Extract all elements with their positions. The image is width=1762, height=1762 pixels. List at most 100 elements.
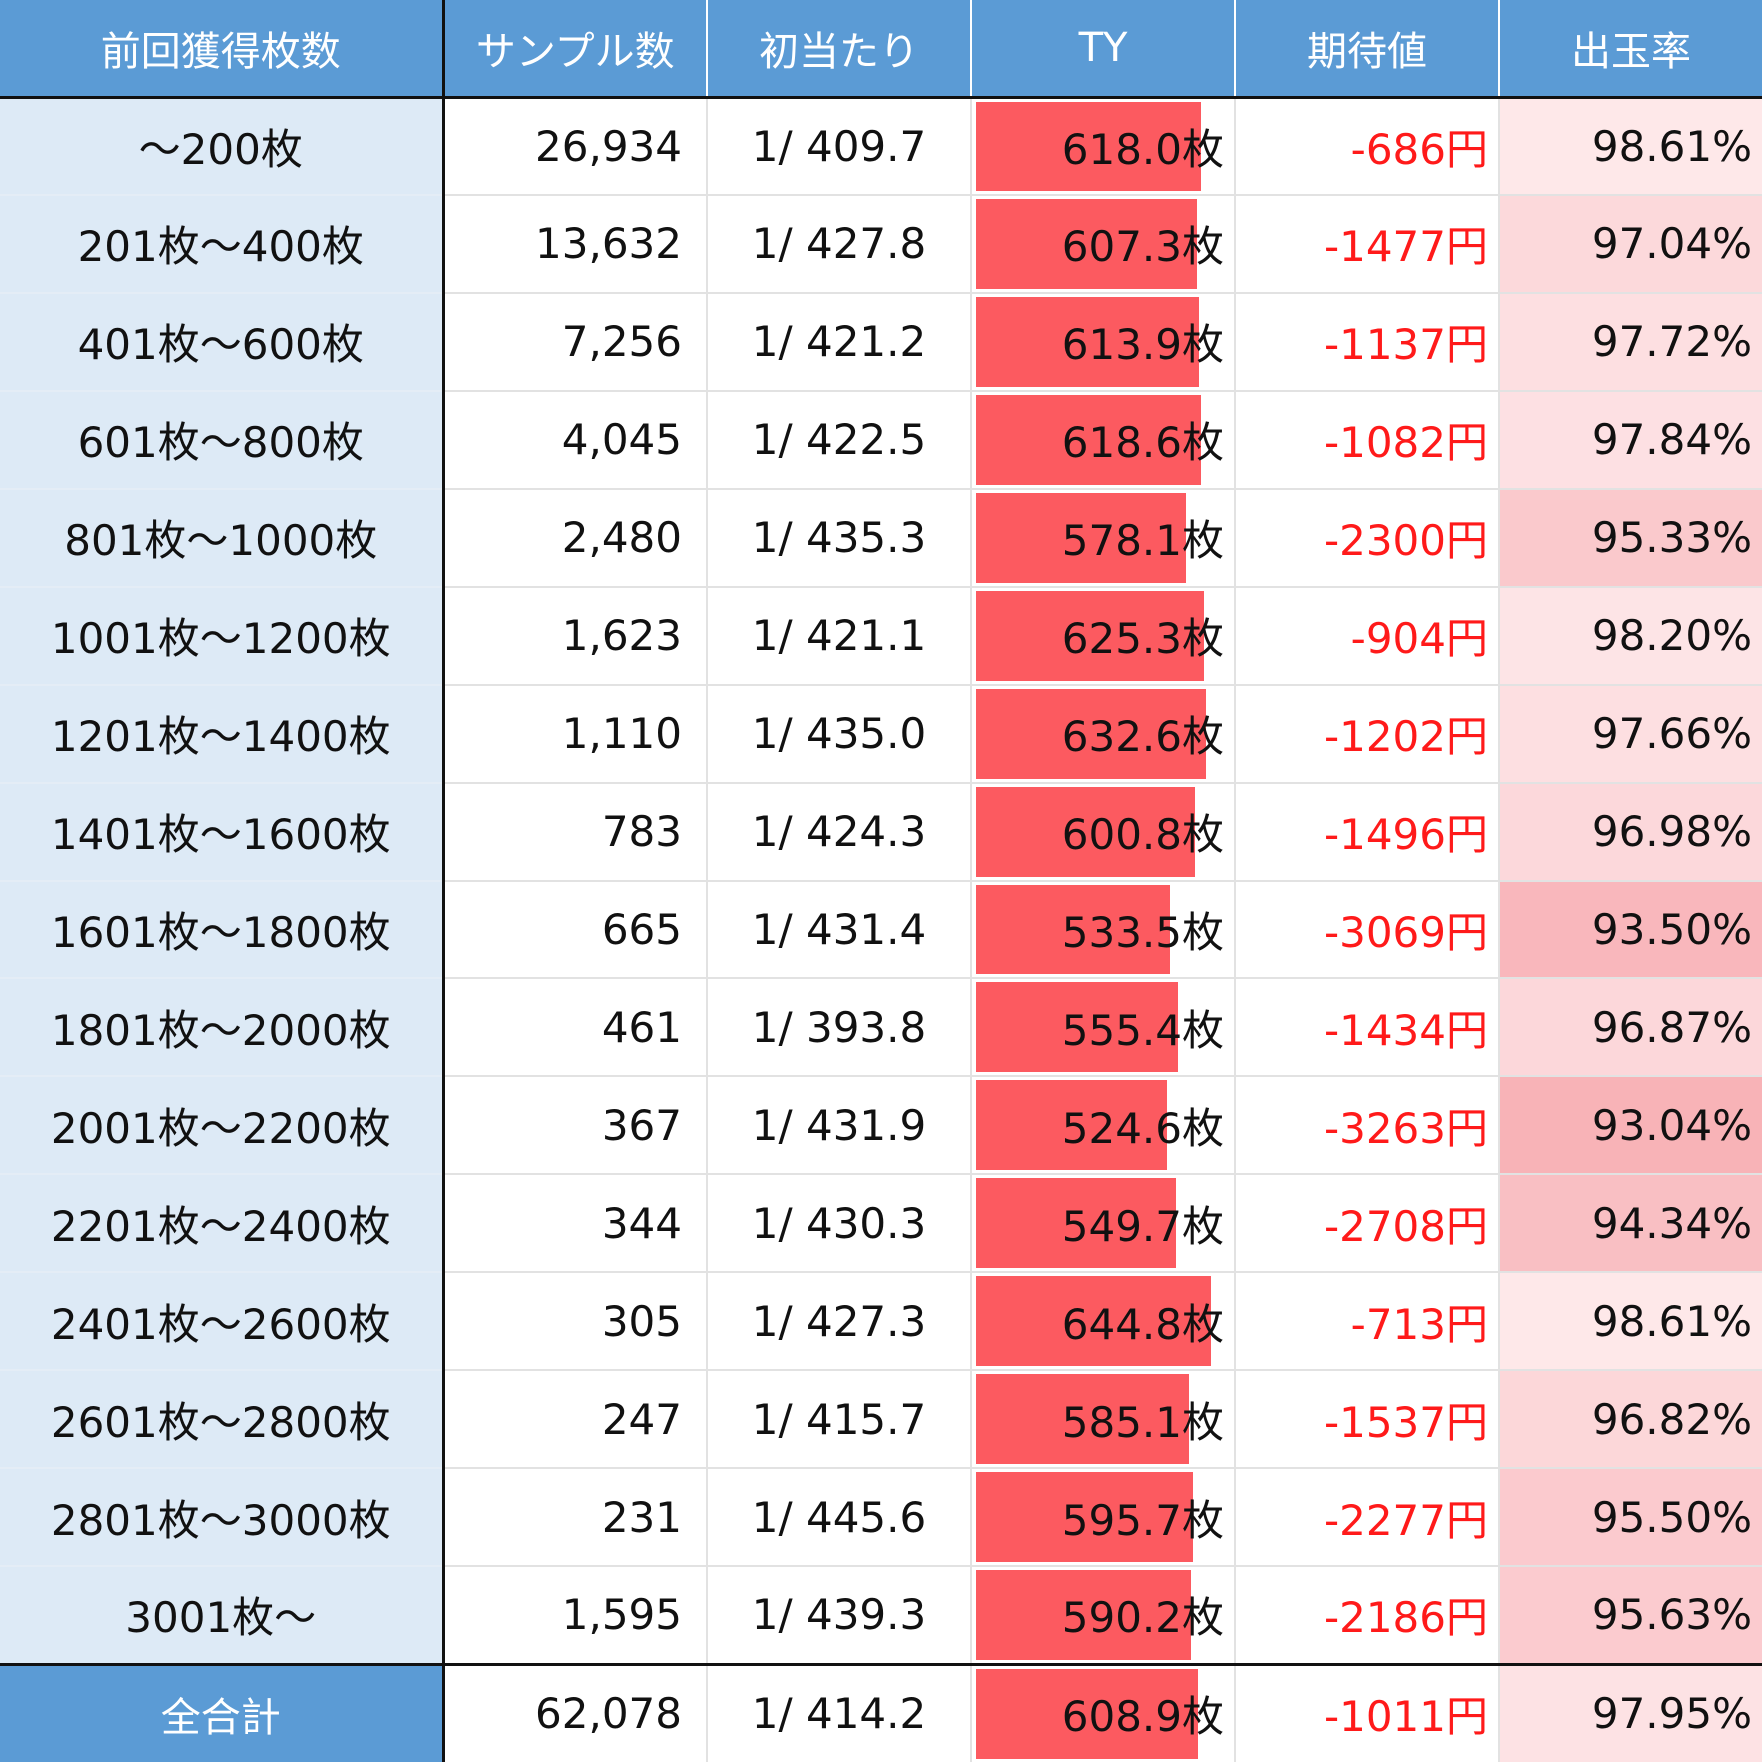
range-label-cell: 3001枚～	[0, 1566, 445, 1665]
ty-value: 549.7枚	[1061, 1201, 1224, 1251]
ty-value: 608.9枚	[1061, 1692, 1224, 1742]
first-hit-cell: 1/ 393.8	[707, 978, 972, 1078]
ty-value: 585.1枚	[1061, 1397, 1224, 1447]
ty-cell: 625.3枚	[971, 586, 1236, 686]
range-label-cell: 2201枚～2400枚	[0, 1174, 445, 1274]
sample-count-cell: 344	[443, 1174, 708, 1274]
payout-rate-cell: 94.34%	[1499, 1174, 1762, 1274]
sample-count-cell: 2,480	[443, 488, 708, 588]
expected-value-cell: -2708円	[1235, 1174, 1500, 1274]
ty-cell: 585.1枚	[971, 1370, 1236, 1470]
ty-cell: 618.0枚	[971, 97, 1236, 196]
table-row: 2801枚～3000枚 231 1/ 445.6 595.7枚 -2277円 95.50%	[0, 1468, 1762, 1568]
table-row: 801枚～1000枚 2,480 1/ 435.3 578.1枚 -2300円 95.33…	[0, 488, 1762, 588]
first-hit-cell: 1/ 414.2	[707, 1662, 972, 1762]
ty-bar	[976, 101, 1201, 191]
range-label-cell: 1401枚～1600枚	[0, 782, 445, 882]
sample-count-cell: 367	[443, 1076, 708, 1176]
expected-value-cell: -1537円	[1235, 1370, 1500, 1470]
ty-bar	[976, 492, 1187, 583]
first-hit-cell: 1/ 422.5	[707, 390, 972, 490]
ty-cell: 607.3枚	[971, 194, 1236, 294]
ty-cell: 613.9枚	[971, 292, 1236, 392]
table-row: 2201枚～2400枚 344 1/ 430.3 549.7枚 -2708円 94.34%	[0, 1174, 1762, 1274]
ty-cell: 524.6枚	[971, 1076, 1236, 1176]
range-label-cell: 2801枚～3000枚	[0, 1468, 445, 1568]
payout-rate-cell: 93.04%	[1499, 1076, 1762, 1176]
range-label-cell: 601枚～800枚	[0, 390, 445, 490]
range-label-cell: 1001枚～1200枚	[0, 586, 445, 686]
ty-value: 618.6枚	[1061, 418, 1224, 468]
expected-value-cell: -1496円	[1235, 782, 1500, 882]
table-row: 1001枚～1200枚 1,623 1/ 421.1 625.3枚 -904円 98.20…	[0, 586, 1762, 686]
total-row: 全合計 62,078 1/ 414.2 608.9枚 -1011円 97.95%	[0, 1662, 1762, 1762]
first-hit-cell: 1/ 427.8	[707, 194, 972, 294]
sample-count-cell: 62,078	[443, 1662, 708, 1762]
payout-rate-cell: 96.87%	[1499, 978, 1762, 1078]
ty-cell: 578.1枚	[971, 488, 1236, 588]
header-first-hit: 初当たり	[707, 0, 972, 99]
expected-value-cell: -1477円	[1235, 194, 1500, 294]
payout-rate-cell: 98.61%	[1499, 97, 1762, 196]
first-hit-cell: 1/ 421.1	[707, 586, 972, 686]
payout-rate-cell: 97.84%	[1499, 390, 1762, 490]
ty-bar	[976, 296, 1200, 387]
range-label-cell: ～200枚	[0, 97, 445, 196]
expected-value-cell: -2300円	[1235, 488, 1500, 588]
header-row: 前回獲得枚数 サンプル数 初当たり TY 期待値 出玉率	[0, 0, 1762, 99]
range-label-cell: 1801枚～2000枚	[0, 978, 445, 1078]
table-row: 2001枚～2200枚 367 1/ 431.9 524.6枚 -3263円 93.04%	[0, 1076, 1762, 1176]
payout-rate-cell: 97.66%	[1499, 684, 1762, 784]
table-row: ～200枚 26,934 1/ 409.7 618.0枚 -686円 98.61%	[0, 97, 1762, 196]
sample-count-cell: 783	[443, 782, 708, 882]
range-label-cell: 1201枚～1400枚	[0, 684, 445, 784]
first-hit-cell: 1/ 445.6	[707, 1468, 972, 1568]
ty-bar	[976, 786, 1195, 877]
expected-value-cell: -1011円	[1235, 1662, 1500, 1762]
table-row: 1801枚～2000枚 461 1/ 393.8 555.4枚 -1434円 96.87%	[0, 978, 1762, 1078]
ty-bar	[976, 394, 1202, 485]
header-prev-medals: 前回獲得枚数	[0, 0, 445, 99]
sample-count-cell: 1,595	[443, 1566, 708, 1665]
expected-value-cell: -3263円	[1235, 1076, 1500, 1176]
sample-count-cell: 13,632	[443, 194, 708, 294]
first-hit-cell: 1/ 415.7	[707, 1370, 972, 1470]
range-label-cell: 1601枚～1800枚	[0, 880, 445, 980]
table-row: 201枚～400枚 13,632 1/ 427.8 607.3枚 -1477円 97.04…	[0, 194, 1762, 294]
header-payout-rate: 出玉率	[1499, 0, 1762, 99]
ty-cell: 600.8枚	[971, 782, 1236, 882]
ty-cell: 608.9枚	[971, 1662, 1236, 1762]
sample-count-cell: 1,110	[443, 684, 708, 784]
ty-cell: 644.8枚	[971, 1272, 1236, 1372]
first-hit-cell: 1/ 427.3	[707, 1272, 972, 1372]
ty-bar	[976, 590, 1204, 681]
ty-value: 632.6枚	[1061, 712, 1224, 762]
first-hit-cell: 1/ 421.2	[707, 292, 972, 392]
table-row: 2401枚～2600枚 305 1/ 427.3 644.8枚 -713円 98.61%	[0, 1272, 1762, 1372]
expected-value-cell: -1137円	[1235, 292, 1500, 392]
ty-cell: 618.6枚	[971, 390, 1236, 490]
ty-cell: 595.7枚	[971, 1468, 1236, 1568]
ty-value: 625.3枚	[1061, 614, 1224, 664]
first-hit-cell: 1/ 435.0	[707, 684, 972, 784]
sample-count-cell: 247	[443, 1370, 708, 1470]
ty-value: 595.7枚	[1061, 1495, 1224, 1545]
ty-cell: 533.5枚	[971, 880, 1236, 980]
expected-value-cell: -1082円	[1235, 390, 1500, 490]
range-label-cell: 全合計	[0, 1662, 445, 1762]
first-hit-cell: 1/ 431.9	[707, 1076, 972, 1176]
range-label-cell: 2401枚～2600枚	[0, 1272, 445, 1372]
sample-count-cell: 26,934	[443, 97, 708, 196]
first-hit-cell: 1/ 435.3	[707, 488, 972, 588]
payout-rate-cell: 95.50%	[1499, 1468, 1762, 1568]
table-row: 1401枚～1600枚 783 1/ 424.3 600.8枚 -1496円 96.98%	[0, 782, 1762, 882]
expected-value-cell: -2186円	[1235, 1566, 1500, 1665]
ty-cell: 632.6枚	[971, 684, 1236, 784]
sample-count-cell: 231	[443, 1468, 708, 1568]
payout-rate-cell: 96.82%	[1499, 1370, 1762, 1470]
payout-rate-cell: 95.63%	[1499, 1566, 1762, 1665]
header-expected-value: 期待値	[1235, 0, 1500, 99]
header-samples: サンプル数	[443, 0, 708, 99]
ty-bar	[976, 1080, 1167, 1171]
